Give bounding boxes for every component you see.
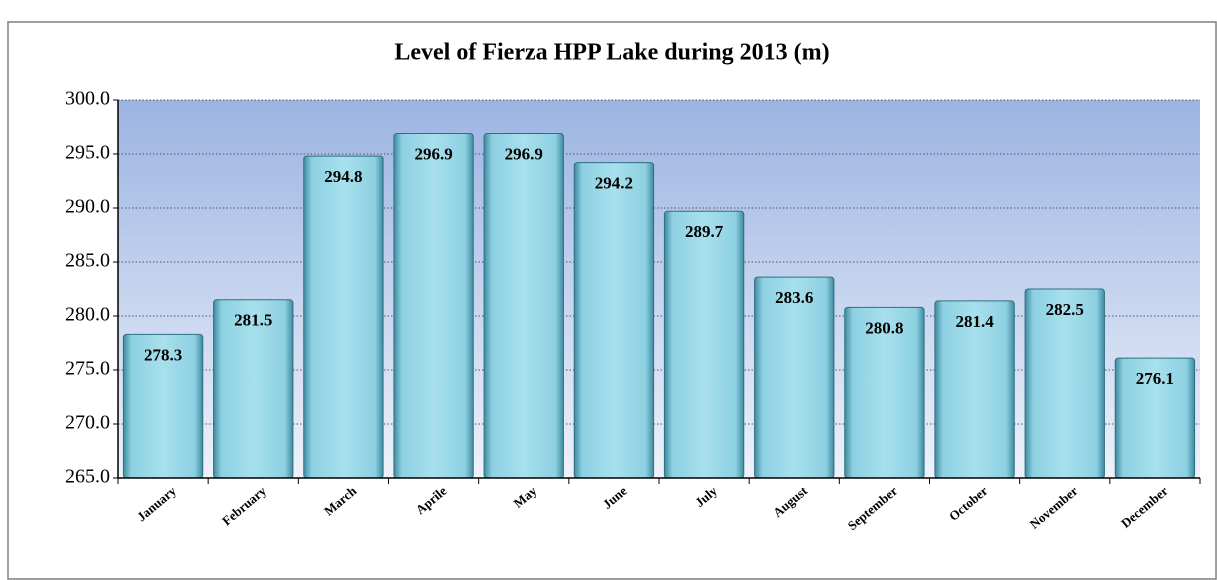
y-tick-label: 300.0 <box>65 88 110 110</box>
y-tick-label: 265.0 <box>65 466 110 488</box>
bar <box>393 132 474 479</box>
bar <box>754 276 835 479</box>
value-label: 296.9 <box>505 144 543 163</box>
value-label: 278.3 <box>144 345 182 364</box>
plot-area <box>118 100 1200 478</box>
value-label: 294.2 <box>595 174 633 193</box>
value-label: 296.9 <box>414 144 452 163</box>
value-label: 281.4 <box>955 312 994 331</box>
value-label: 294.8 <box>324 167 362 186</box>
value-label: 280.8 <box>865 318 903 337</box>
y-tick-label: 270.0 <box>65 412 110 434</box>
value-label: 289.7 <box>685 222 724 241</box>
value-label: 282.5 <box>1046 300 1084 319</box>
y-tick-label: 280.0 <box>65 304 110 326</box>
y-tick-label: 275.0 <box>65 358 110 380</box>
bar <box>573 162 655 479</box>
value-label: 281.5 <box>234 311 272 330</box>
y-tick-label: 285.0 <box>65 250 110 272</box>
y-tick-label: 290.0 <box>65 196 110 218</box>
value-label: 283.6 <box>775 288 813 307</box>
bar <box>663 210 745 479</box>
bar <box>483 132 564 479</box>
y-tick-label: 295.0 <box>65 142 110 164</box>
bar <box>303 155 384 479</box>
chart-title: Level of Fierza HPP Lake during 2013 (m) <box>394 40 829 66</box>
value-label: 276.1 <box>1136 369 1174 388</box>
